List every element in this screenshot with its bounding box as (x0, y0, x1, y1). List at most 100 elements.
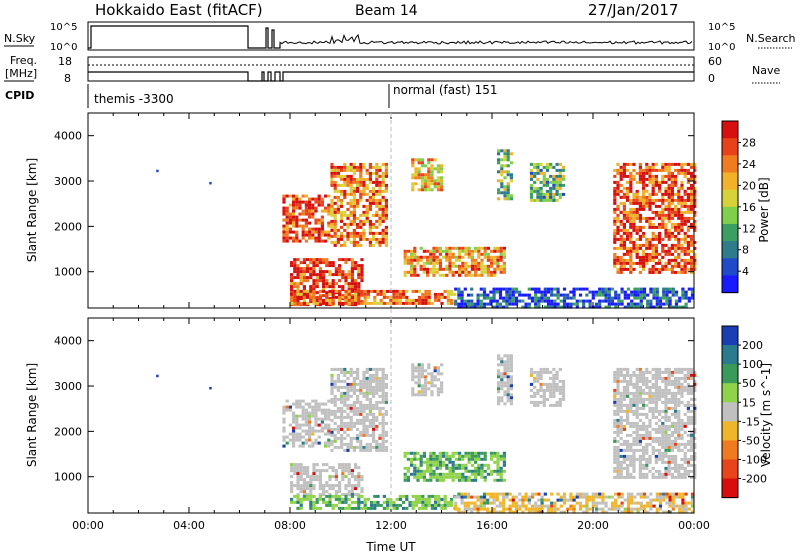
velocity-cell (670, 382, 674, 386)
velocity-cell (424, 390, 428, 394)
velocity-cell (664, 466, 668, 470)
velocity-cell (338, 481, 342, 485)
power-cell (295, 206, 299, 210)
velocity-cell (542, 394, 546, 398)
power-cell (616, 180, 620, 184)
velocity-cell (403, 472, 407, 476)
velocity-cell (616, 406, 620, 410)
velocity-cell (693, 373, 697, 377)
velocity-cell (375, 373, 379, 377)
velocity-cell (373, 506, 377, 510)
power-cell (482, 290, 487, 294)
velocity-cell (582, 495, 586, 499)
velocity-cell (365, 370, 369, 374)
power-cell (433, 185, 437, 189)
velocity-cell (405, 497, 409, 501)
velocity-cell (378, 394, 382, 398)
velocity-cell (648, 424, 652, 428)
velocity-cell (341, 475, 345, 479)
velocity-cell (530, 495, 535, 499)
power-cell (315, 285, 319, 289)
velocity-cell (360, 487, 364, 491)
power-cell (613, 240, 617, 244)
velocity-cell (285, 408, 289, 412)
power-cell (392, 298, 396, 302)
velocity-cell (435, 478, 439, 482)
velocity-cell (344, 463, 348, 467)
power-cell (406, 249, 410, 253)
power-cell (493, 261, 497, 265)
velocity-cell (645, 412, 649, 416)
power-cell (311, 233, 315, 237)
velocity-cell (683, 469, 687, 473)
power-cell (503, 149, 507, 153)
power-cell (375, 189, 379, 193)
velocity-cell (386, 497, 390, 501)
power-cell (561, 192, 566, 196)
power-cell (426, 249, 430, 253)
velocity-cell (533, 391, 537, 395)
power-cell (375, 225, 379, 229)
power-cell (639, 290, 643, 294)
power-cell (293, 298, 297, 302)
power-cell (635, 171, 639, 175)
velocity-cell (365, 445, 369, 449)
power-cell (359, 222, 363, 226)
velocity-cell (368, 409, 372, 413)
velocity-cell (530, 507, 535, 511)
power-cell (536, 162, 540, 166)
velocity-cell (365, 385, 369, 389)
power-cell (498, 305, 503, 309)
power-cell (588, 305, 592, 309)
power-cell (607, 302, 611, 306)
velocity-cell (298, 444, 302, 448)
power-cell (376, 301, 380, 305)
power-cell (642, 201, 646, 205)
velocity-cell (308, 414, 312, 418)
power-cell (680, 258, 684, 262)
velocity-cell (642, 400, 646, 404)
power-cell (314, 230, 318, 234)
power-cell (427, 158, 431, 162)
velocity-cell (296, 487, 300, 491)
power-cell (661, 246, 665, 250)
power-cell (346, 216, 350, 220)
velocity-cell (588, 498, 592, 502)
velocity-cell (651, 367, 655, 371)
power-cell (518, 293, 522, 297)
power-cell (350, 270, 354, 274)
power-cell (357, 301, 361, 305)
power-cell (363, 289, 367, 293)
power-cell (438, 252, 442, 256)
power-cell (464, 270, 468, 274)
power-cell (330, 222, 334, 226)
velocity-cell (282, 429, 286, 433)
power-echo-region (411, 158, 444, 192)
power-cell (476, 299, 480, 303)
velocity-cell (417, 372, 421, 376)
power-cell (352, 243, 356, 247)
power-cell (328, 292, 332, 296)
velocity-cell (632, 373, 636, 377)
power-cell (333, 231, 337, 235)
power-cell (352, 168, 356, 172)
velocity-cell (359, 445, 363, 449)
velocity-cell (693, 397, 697, 401)
power-cell (343, 222, 347, 226)
power-cell (336, 204, 340, 208)
velocity-cell (506, 378, 510, 382)
power-cell (384, 237, 388, 241)
velocity-cell (411, 503, 415, 507)
velocity-cell (290, 497, 294, 501)
power-cell (683, 174, 687, 178)
velocity-cell (670, 400, 674, 404)
power-cell (436, 164, 440, 168)
power-cell (359, 174, 363, 178)
power-cell (325, 270, 329, 274)
velocity-cell (356, 370, 360, 374)
velocity-cell (312, 487, 316, 491)
velocity-cell (506, 366, 510, 370)
velocity-cell (645, 442, 649, 446)
power-cell (467, 264, 471, 268)
velocity-cell (331, 494, 335, 498)
